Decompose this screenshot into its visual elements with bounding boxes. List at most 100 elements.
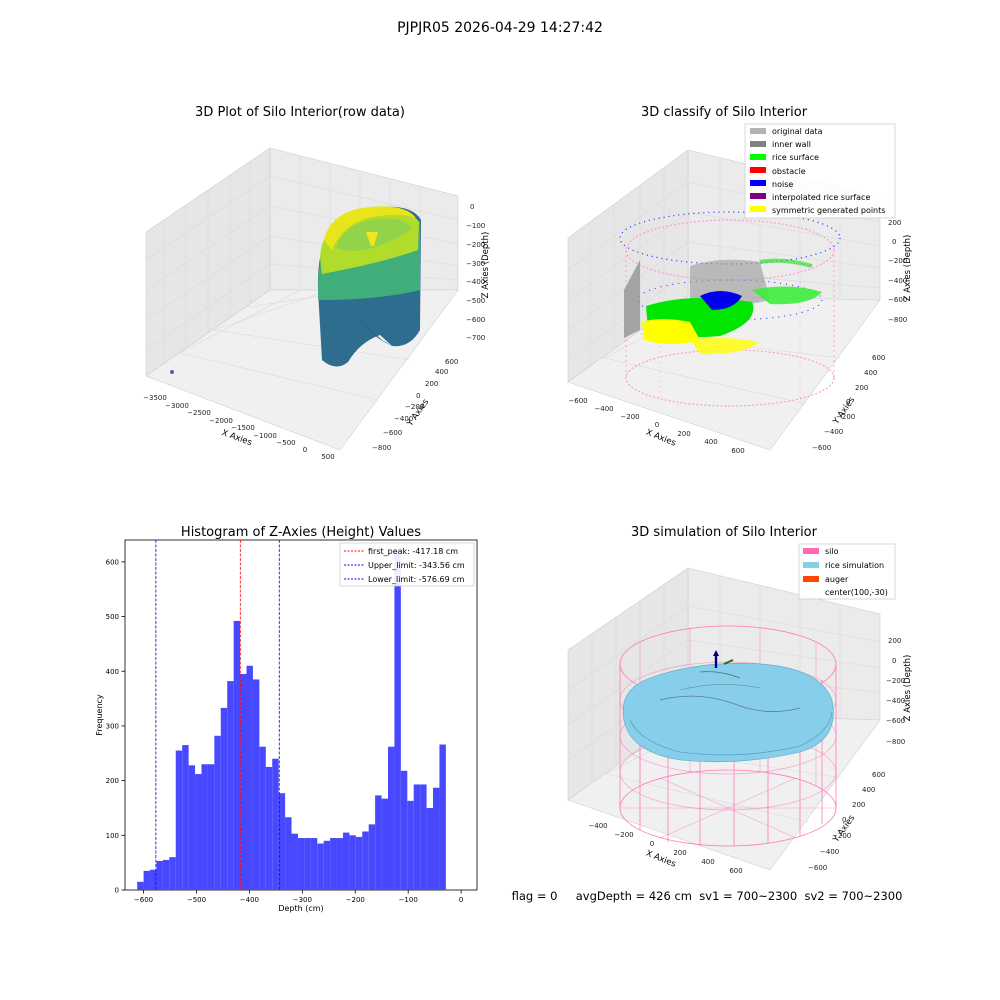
histogram-bar	[387, 746, 395, 890]
legend-swatch-inner-wall	[750, 141, 766, 147]
histogram-bar	[439, 744, 446, 890]
raw-z-tick: 0	[470, 203, 474, 211]
classify-x-tick: −600	[568, 397, 587, 405]
histogram-x-label: Depth (cm)	[278, 904, 323, 913]
panel-classify-points	[619, 211, 841, 407]
histogram-bar	[272, 758, 279, 890]
classify-z-tick: −600	[888, 296, 907, 304]
legend-label: silo	[825, 547, 839, 556]
sim-x-tick: 0	[650, 840, 654, 848]
raw-x-tick: −2500	[187, 409, 211, 417]
histogram-bar	[375, 795, 382, 890]
histogram-bar	[252, 679, 260, 890]
histogram-bar	[304, 838, 311, 890]
histogram-x-tick-label: −500	[187, 896, 206, 904]
histogram-x-tick-label: 0	[459, 896, 463, 904]
histogram-bar	[150, 869, 157, 890]
histogram-y-tick-label: 0	[115, 887, 119, 895]
legend-label: interpolated rice surface	[772, 193, 870, 202]
histogram-bar	[291, 833, 298, 890]
legend-swatch-noise	[750, 180, 766, 186]
histogram-bar	[175, 750, 183, 890]
sim-x-tick: −200	[614, 831, 633, 839]
histogram-bar	[362, 831, 369, 890]
histogram-bar	[407, 800, 414, 890]
histogram-x-tick-label: −600	[134, 896, 153, 904]
legend-swatch-auger	[803, 576, 819, 582]
raw-z-label: Z Axies (Depth)	[481, 232, 491, 299]
histogram-bar	[240, 673, 247, 890]
panel-simulation: 3D simulation of Silo Interior	[567, 525, 913, 875]
sim-y-tick: 200	[852, 801, 865, 809]
histogram-bar	[182, 745, 189, 890]
raw-x-tick: −500	[276, 439, 295, 447]
classify-y-tick: 200	[855, 384, 868, 392]
legend-swatch-rice-surface	[750, 154, 766, 160]
histogram-bar	[156, 861, 163, 890]
histogram-x-tick-label: −400	[240, 896, 259, 904]
histogram-bar	[227, 681, 234, 890]
simulation-rice-surface	[622, 662, 834, 763]
raw-y-label: Y Axies	[405, 397, 432, 429]
histogram-title: Histogram of Z-Axies (Height) Values	[181, 525, 421, 540]
raw-y-tick: 400	[435, 368, 448, 376]
legend-label: center(100,-30)	[825, 588, 888, 597]
simulation-title: 3D simulation of Silo Interior	[631, 525, 818, 540]
histogram-bar	[420, 784, 427, 890]
sim-y-tick: 600	[872, 771, 885, 779]
classify-y-label: Y Axies	[831, 395, 858, 427]
raw-y-tick: 0	[416, 392, 420, 400]
raw-x-tick: 500	[321, 453, 334, 461]
simulation-auger	[713, 650, 734, 668]
histogram-bar	[433, 787, 440, 890]
legend-label: obstacle	[772, 167, 806, 176]
histogram-y-ticks: 0 100 200 300 400 500 600	[106, 558, 125, 895]
histogram-bar	[207, 764, 215, 890]
histogram-bar	[259, 746, 266, 890]
histogram-bar	[233, 620, 241, 890]
histogram-bar	[381, 798, 388, 890]
sim-x-tick: 600	[729, 867, 742, 875]
legend-label: inner wall	[772, 140, 811, 149]
histogram-y-tick-label: 300	[106, 722, 119, 730]
panel-histogram: Histogram of Z-Axies (Height) Values −60…	[95, 525, 478, 913]
classify-y-tick: −600	[812, 444, 831, 452]
raw-z-tick: −500	[466, 297, 485, 305]
classify-x-tick: 400	[704, 438, 717, 446]
sim-x-tick: −400	[588, 822, 607, 830]
histogram-bar	[323, 840, 331, 890]
panel-raw-data: 3D Plot of Silo Interior(row data)	[143, 105, 491, 461]
sim-x-tick: 200	[673, 849, 686, 857]
histogram-bar	[368, 824, 376, 890]
histogram-bar	[162, 859, 170, 890]
histogram-bar	[201, 764, 208, 890]
sim-z-tick: −600	[886, 717, 905, 725]
sim-x-tick: 400	[701, 858, 714, 866]
raw-x-tick: −1500	[231, 424, 255, 432]
legend-swatch-rice-simulation	[803, 562, 819, 568]
raw-z-tick: −600	[466, 316, 485, 324]
raw-y-tick: 200	[425, 380, 438, 388]
histogram-x-tick-label: −300	[293, 896, 312, 904]
raw-z-tick: −100	[466, 222, 485, 230]
histogram-bar	[336, 838, 343, 890]
sim-y-tick: 0	[842, 816, 846, 824]
histogram-bar	[330, 838, 337, 890]
histogram-y-tick-label: 100	[106, 832, 119, 840]
classify-x-tick: −200	[620, 413, 639, 421]
raw-x-tick: 0	[303, 446, 307, 454]
classify-x-tick: 0	[655, 421, 659, 429]
histogram-bar	[394, 553, 401, 890]
classify-y-tick: −400	[824, 428, 843, 436]
histogram-y-tick-label: 600	[106, 558, 119, 566]
classify-y-tick: −200	[836, 413, 855, 421]
histogram-x-ticks: −600 −500 −400 −300 −200 −100 0	[134, 890, 463, 904]
sim-z-tick: −400	[886, 697, 905, 705]
raw-x-tick: −3000	[165, 402, 189, 410]
sim-y-tick: −400	[820, 848, 839, 856]
histogram-bars	[137, 553, 446, 890]
legend-swatch-symmetric	[750, 206, 766, 212]
raw-y-tick: −600	[383, 429, 402, 437]
raw-z-tick: −200	[466, 241, 485, 249]
